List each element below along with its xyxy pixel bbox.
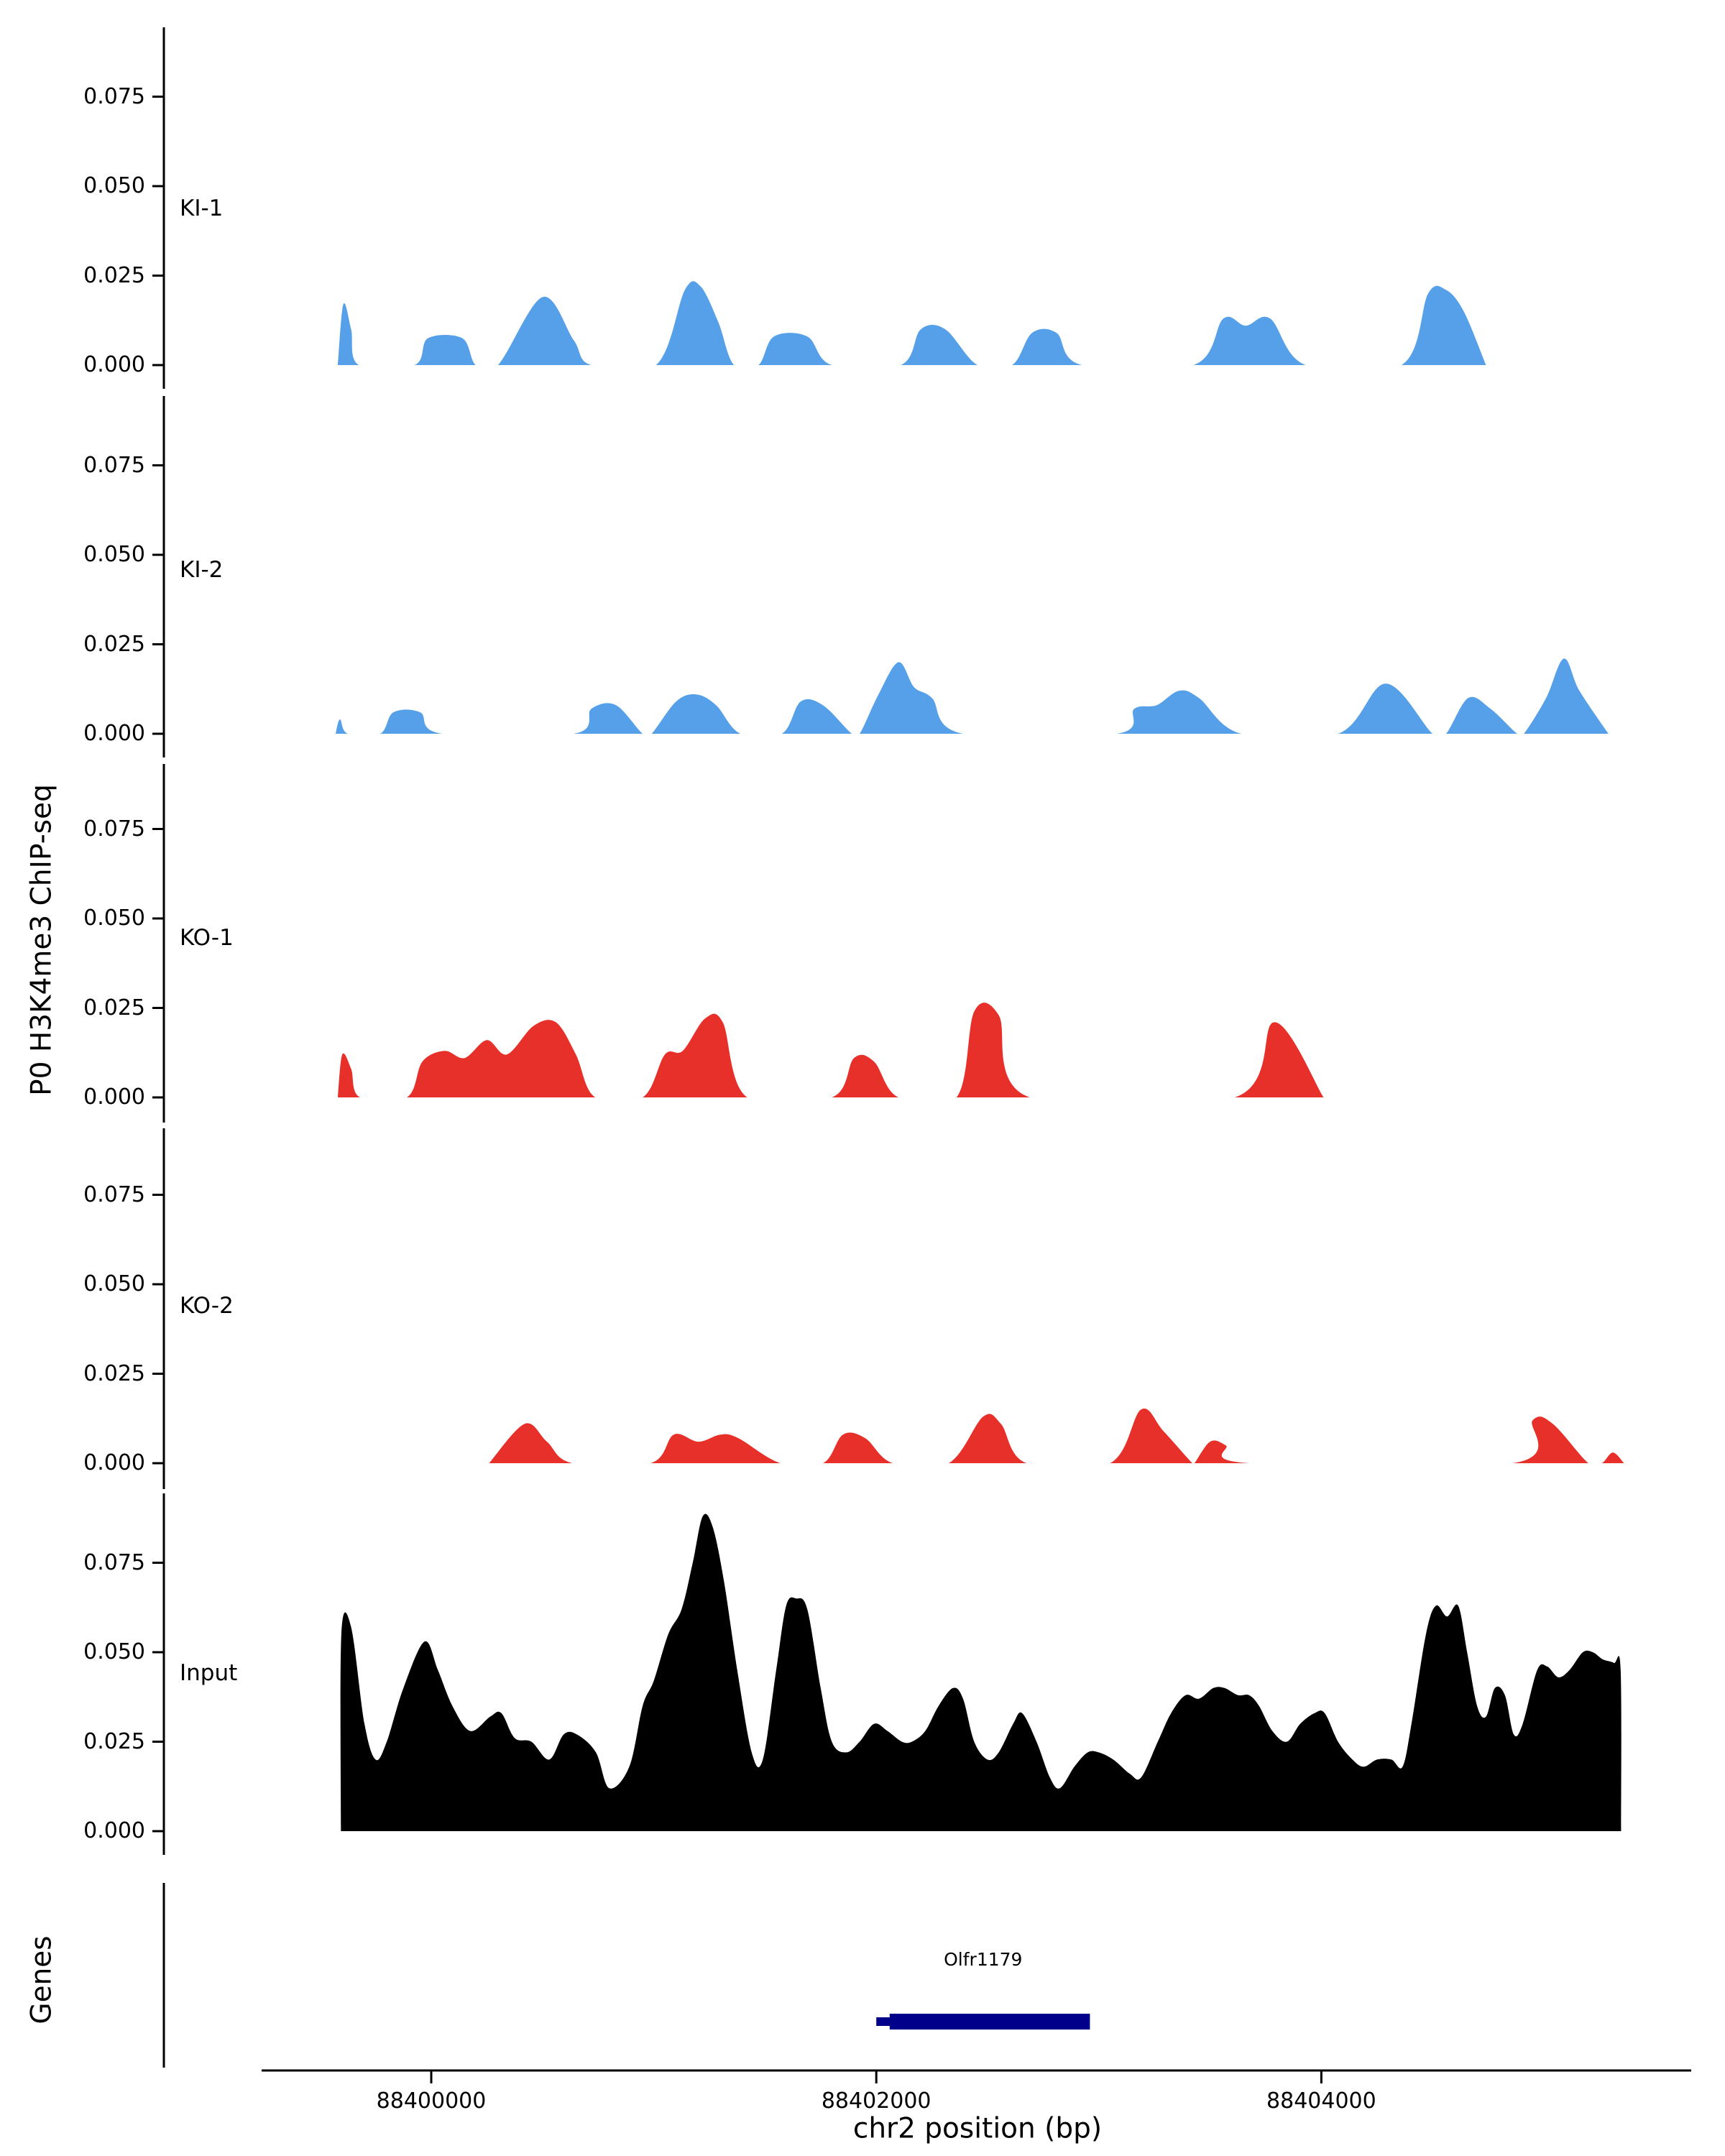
x-axis-title: chr2 position (bp): [852, 2112, 1103, 2145]
y-tick-label-ki-2: 0.075: [83, 452, 145, 478]
y-tick-label-input: 0.025: [83, 1728, 145, 1754]
track-label-ki-1: KI-1: [180, 195, 224, 221]
track-label-ki-2: KI-2: [180, 557, 224, 583]
y-tick-label-ki-2: 0.050: [83, 542, 145, 567]
y-tick-label-ko-2: 0.000: [83, 1450, 145, 1475]
track-label-ko-1: KO-1: [180, 925, 234, 951]
y-tick-label-ko-2: 0.075: [83, 1181, 145, 1207]
y-tick-label-input: 0.000: [83, 1818, 145, 1843]
y-tick-label-input: 0.075: [83, 1549, 145, 1575]
gene-bar: [889, 2014, 1090, 2030]
y-tick-label-ki-1: 0.050: [83, 173, 145, 198]
y-tick-label-ko-2: 0.025: [83, 1360, 145, 1386]
y-tick-label-input: 0.050: [83, 1639, 145, 1664]
y-tick-label-ki-2: 0.000: [83, 721, 145, 746]
track-area-ko-1: [338, 1003, 1324, 1097]
y-tick-label-ki-1: 0.025: [83, 262, 145, 288]
track-label-input: Input: [180, 1660, 238, 1686]
track-label-ko-2: KO-2: [180, 1293, 234, 1319]
y-tick-label-ki-2: 0.025: [83, 631, 145, 657]
gene-label: Olfr1179: [944, 1949, 1023, 1970]
track-area-ki-2: [335, 658, 1609, 734]
y-tick-label-ki-1: 0.000: [83, 352, 145, 377]
y-tick-label-ko-1: 0.075: [83, 816, 145, 842]
track-area-ko-2: [489, 1408, 1624, 1463]
y-tick-label-ko-1: 0.000: [83, 1084, 145, 1110]
x-tick-label: 88402000: [821, 2088, 932, 2114]
x-tick-label: 88404000: [1266, 2088, 1376, 2114]
y-tick-label-ko-1: 0.025: [83, 995, 145, 1021]
gene-bar-thin: [876, 2017, 891, 2026]
y-tick-label-ki-1: 0.075: [83, 83, 145, 109]
genes-axis-title: Genes: [25, 1935, 58, 2024]
y-tick-label-ko-2: 0.050: [83, 1271, 145, 1296]
track-area-input: [340, 1514, 1622, 1831]
y-tick-label-ko-1: 0.050: [83, 906, 145, 931]
track-area-ki-1: [338, 281, 1486, 365]
x-tick-label: 88400000: [376, 2088, 487, 2114]
